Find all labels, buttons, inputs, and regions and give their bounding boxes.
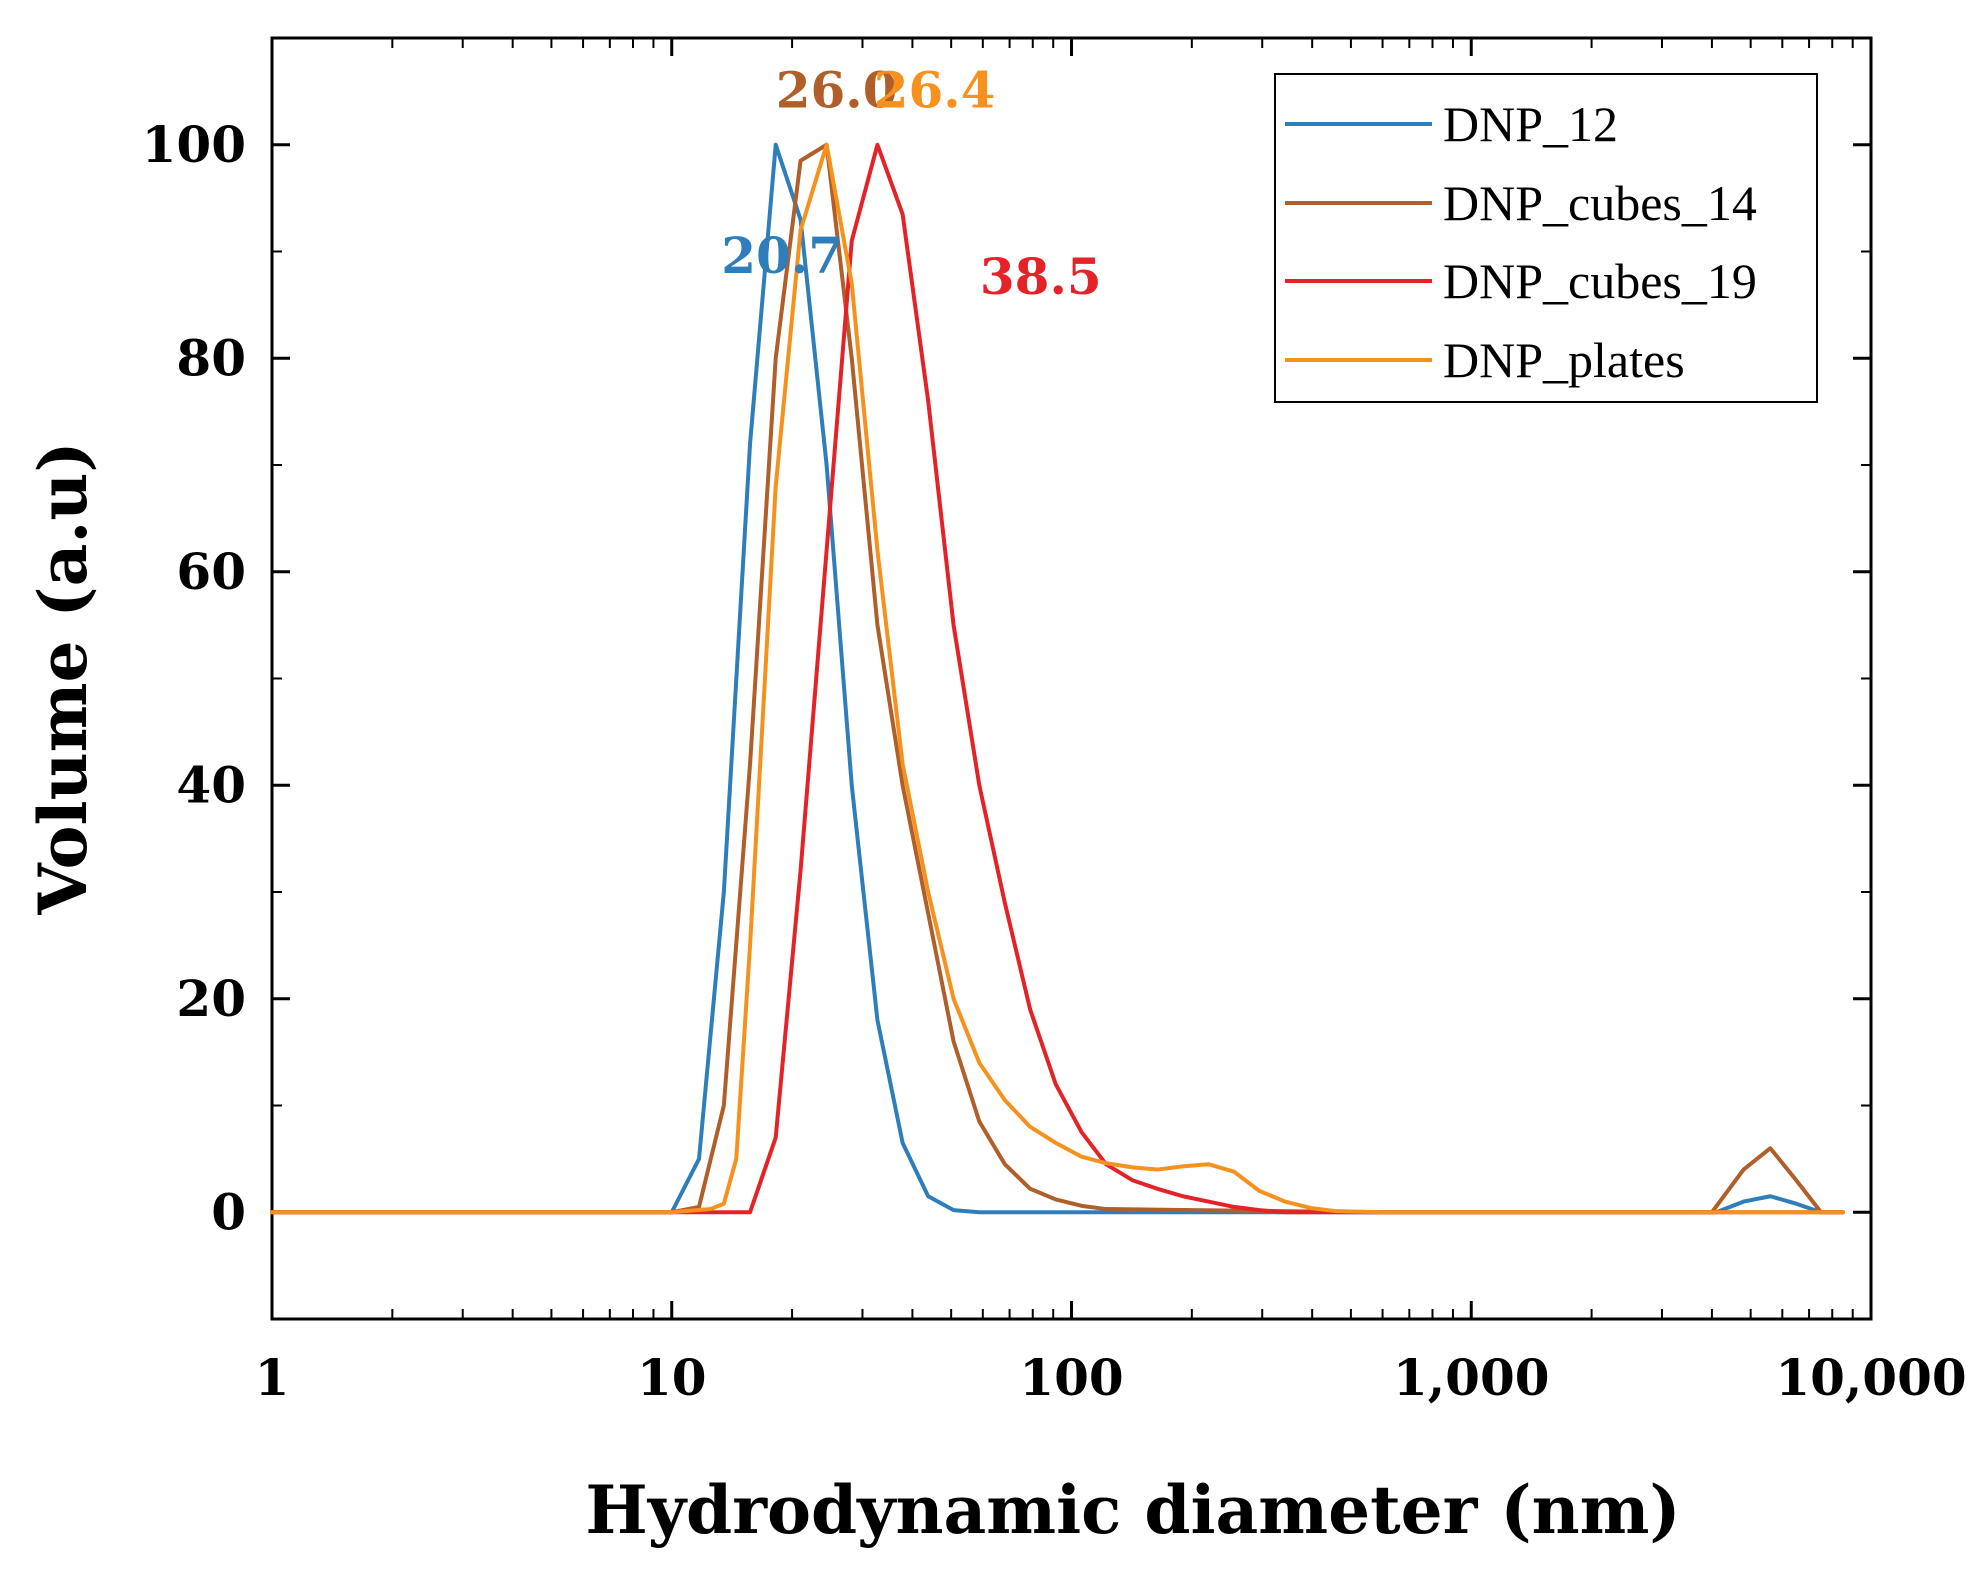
y-tick-label: 40 xyxy=(176,755,246,814)
legend-label-dnp-cubes-14: DNP_cubes_14 xyxy=(1443,175,1757,231)
x-tick-label: 1 xyxy=(255,1348,290,1407)
y-tick-label: 60 xyxy=(176,542,246,601)
legend-box xyxy=(1274,73,1818,403)
y-tick-label: 80 xyxy=(176,328,246,387)
peak-annotation-dnp-cubes-14: 26.0 xyxy=(776,60,898,119)
legend-label-dnp-12: DNP_12 xyxy=(1443,96,1618,152)
ticks xyxy=(270,37,1873,1320)
peak-annotation-dnp-cubes-19: 38.5 xyxy=(980,247,1102,306)
y-tick-label: 0 xyxy=(211,1182,246,1241)
x-tick-label: 10 xyxy=(637,1348,707,1407)
y-axis-title: Volume (a.u) xyxy=(24,441,102,915)
series-line-dnp-12 xyxy=(270,142,1845,1215)
series-lines xyxy=(270,142,1845,1215)
x-tick-label: 1,000 xyxy=(1393,1348,1550,1407)
x-tick-label: 100 xyxy=(1019,1348,1123,1407)
legend-label-dnp-plates: DNP_plates xyxy=(1443,332,1685,388)
legend-label-dnp-cubes-19: DNP_cubes_19 xyxy=(1443,253,1757,309)
peak-annotation-dnp-plates: 26.4 xyxy=(874,60,996,119)
legend: DNP_12 DNP_cubes_14 DNP_cubes_19 DNP_plates xyxy=(1274,73,1818,403)
x-axis-title: Hydrodynamic diameter (nm) xyxy=(585,1471,1680,1549)
tick-labels: 1 10 100 1,000 10,000 0 20 40 60 80 100 xyxy=(142,115,1967,1407)
annotations: 20.7 26.026.4 38.5 xyxy=(721,60,1101,306)
y-tick-label: 100 xyxy=(142,115,246,174)
x-tick-label: 10,000 xyxy=(1775,1348,1966,1407)
y-tick-label: 20 xyxy=(176,969,246,1028)
series-line-dnp-cubes-14 xyxy=(270,142,1845,1215)
series-line-dnp-plates xyxy=(270,142,1845,1215)
peak-annotation-dnp-12: 20.7 xyxy=(721,226,843,285)
series-line-dnp-cubes-19 xyxy=(270,142,1845,1215)
